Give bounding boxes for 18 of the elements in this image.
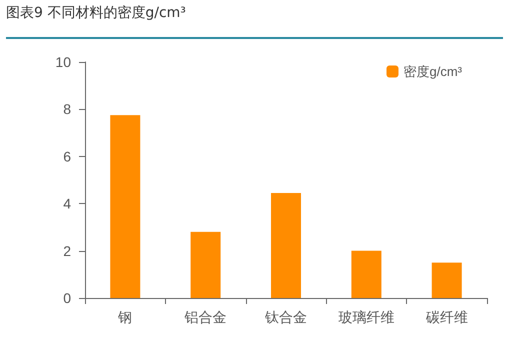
x-tick-label: 碳纤维	[424, 309, 468, 325]
y-tick-label: 10	[55, 54, 72, 70]
y-tick-label: 4	[63, 196, 72, 212]
bar	[351, 250, 382, 298]
legend-label: 密度g/cm³	[404, 64, 463, 79]
x-tick-label: 钛合金	[264, 309, 307, 325]
chart-title: 图表9 不同材料的密度g/cm³	[6, 4, 186, 22]
y-tick-label: 8	[63, 101, 72, 118]
y-tick-label: 0	[63, 290, 72, 306]
y-tick-label: 6	[63, 148, 72, 164]
bar	[190, 232, 221, 298]
x-tick-label: 铝合金	[184, 309, 227, 325]
bar	[110, 115, 140, 298]
y-tick-label: 2	[63, 242, 72, 259]
x-tick-label: 钢	[117, 309, 132, 325]
bar	[432, 262, 462, 298]
bar	[271, 192, 301, 298]
x-tick-label: 玻璃纤维	[338, 309, 394, 325]
